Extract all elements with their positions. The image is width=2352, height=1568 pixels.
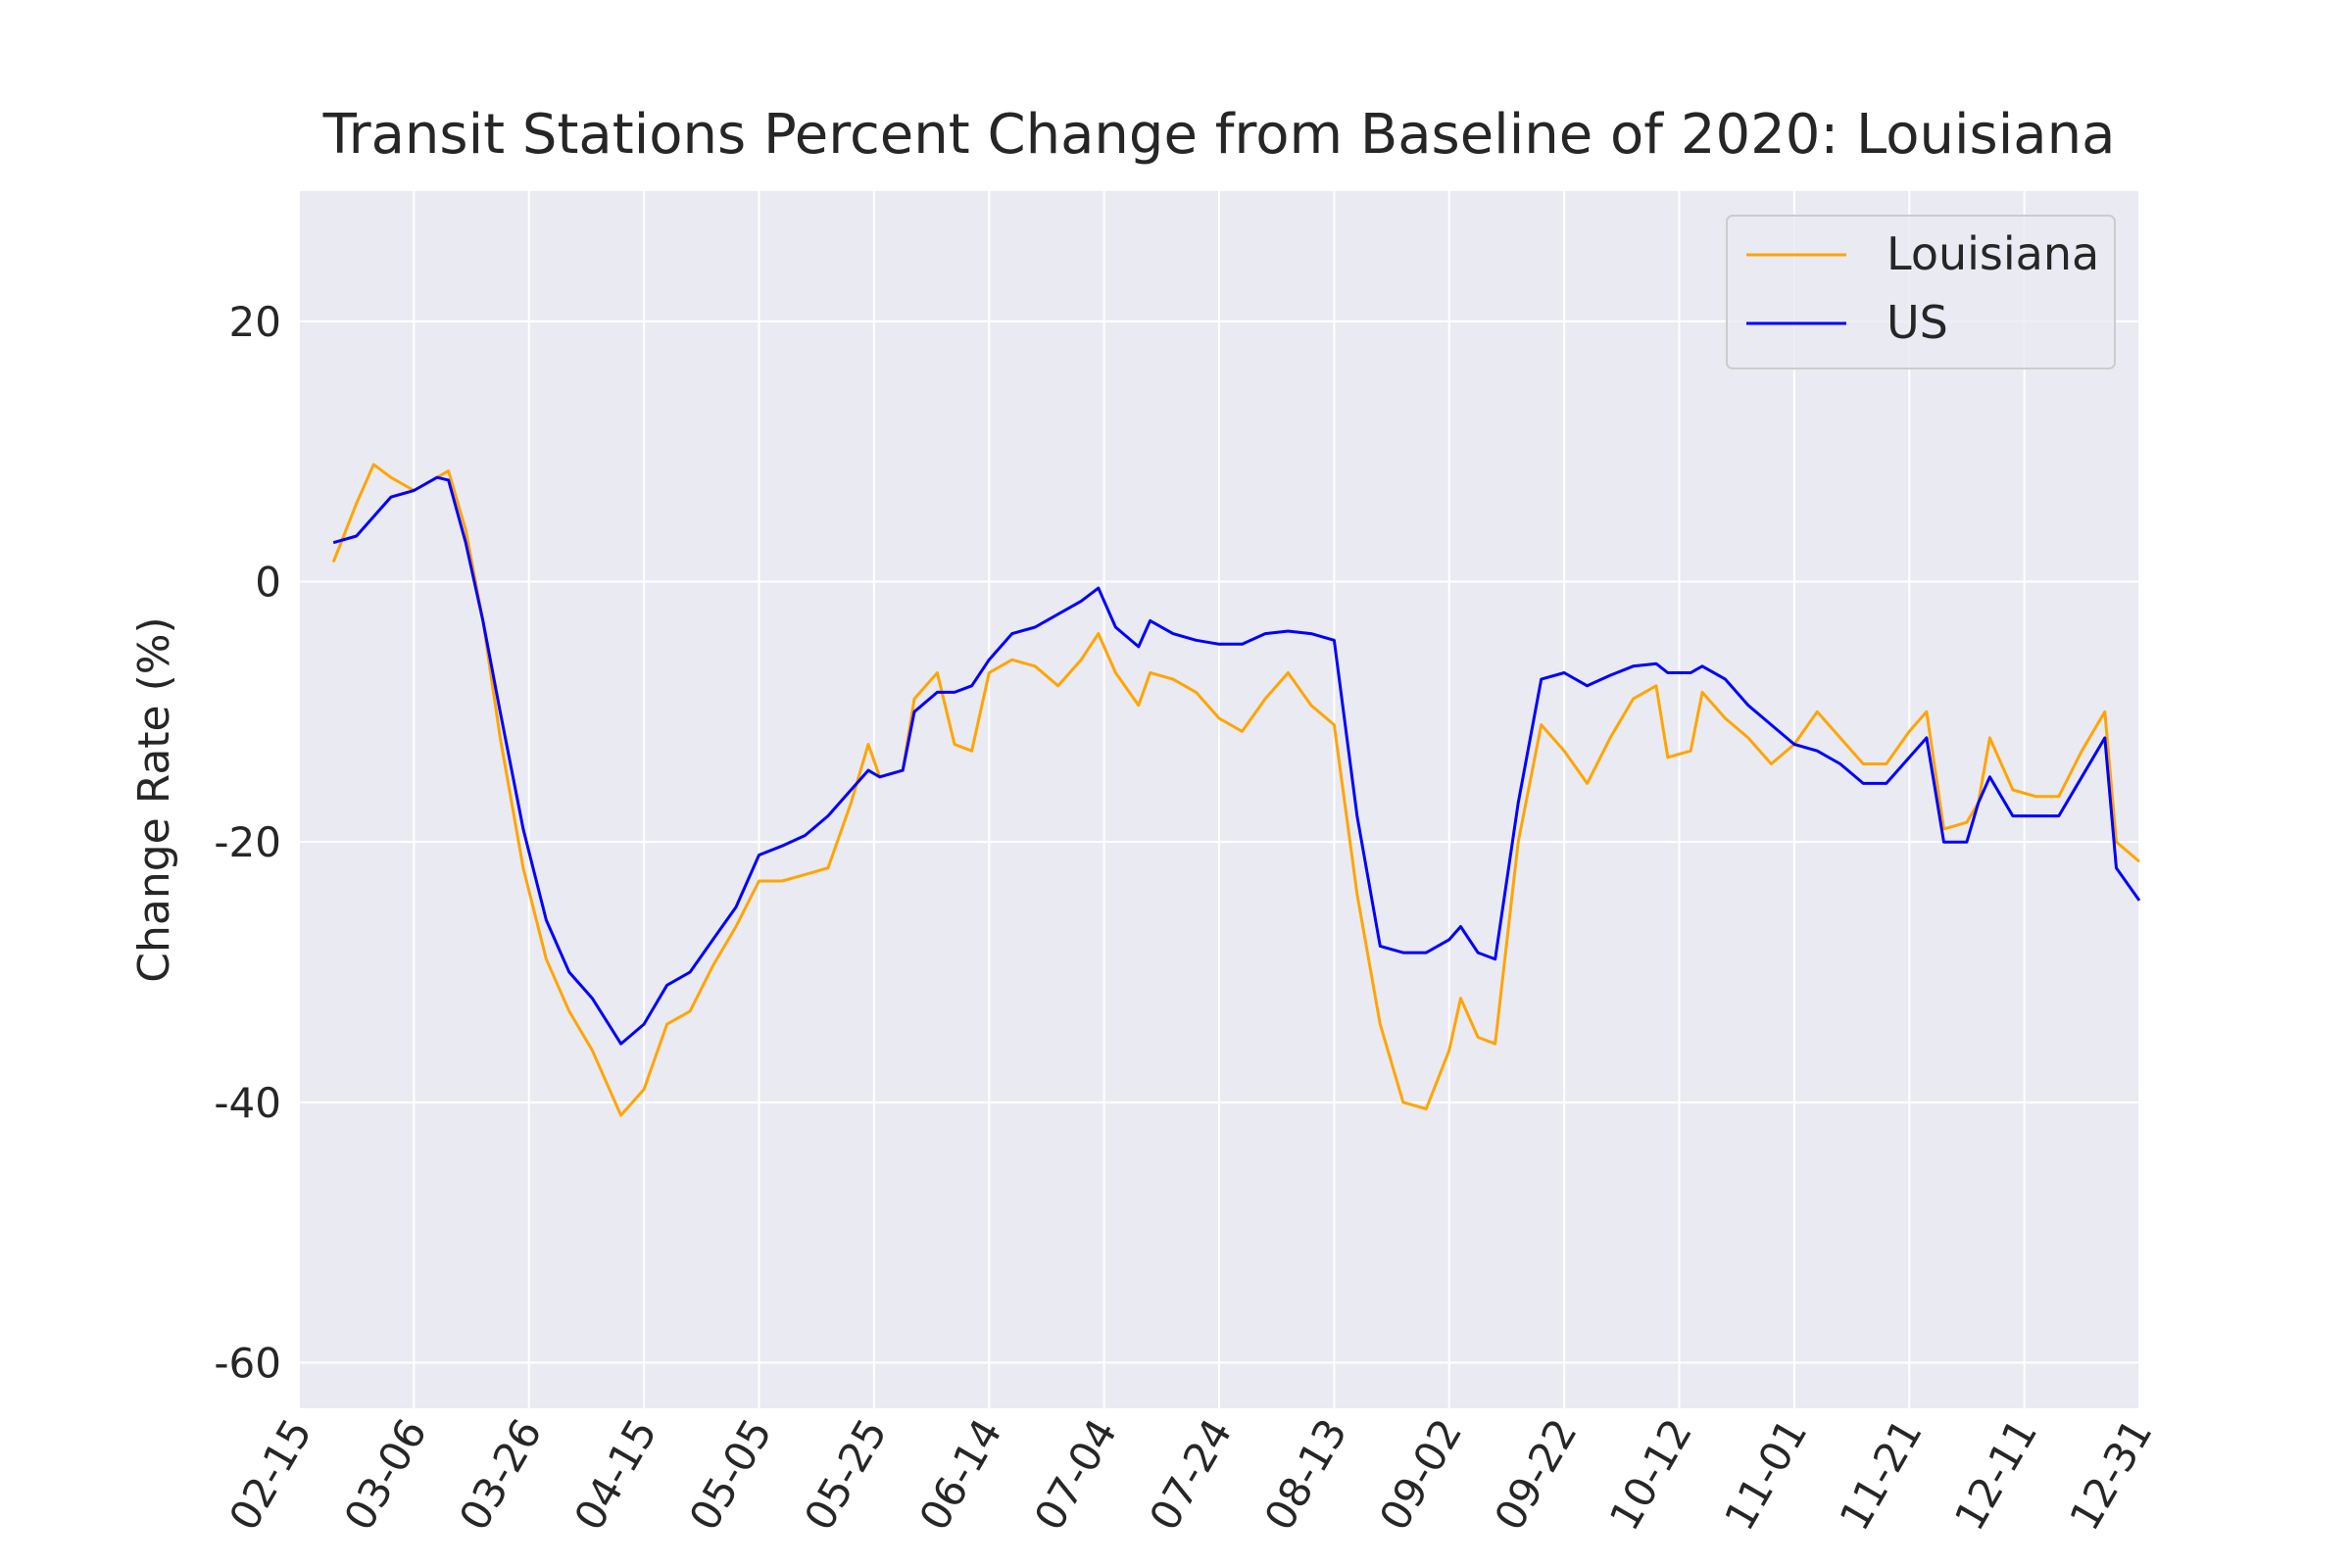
x-tick-label: 05-05 [680, 1411, 781, 1539]
x-tick-label: 10-12 [1600, 1411, 1701, 1539]
x-tick-label: 07-24 [1140, 1411, 1241, 1539]
x-tick-label: 11-01 [1715, 1411, 1816, 1539]
x-tick-label: 12-31 [2060, 1411, 2161, 1539]
chart-title: Transit Stations Percent Change from Bas… [322, 103, 2116, 167]
y-tick-label: -60 [214, 1340, 281, 1388]
x-tick-label: 12-11 [1945, 1411, 2046, 1539]
x-tick-label: 11-21 [1830, 1411, 1931, 1539]
legend-label: US [1886, 296, 1948, 349]
x-tick-label: 05-25 [795, 1411, 896, 1539]
x-tick-label: 03-06 [335, 1411, 436, 1539]
x-axis-label: Date [1167, 1560, 1270, 1568]
series-line [332, 475, 2141, 1046]
legend: Louisiana US [1726, 215, 2116, 369]
y-tick-label: -40 [214, 1079, 281, 1127]
x-tick-label: 09-02 [1370, 1411, 1471, 1539]
x-tick-label: 08-13 [1255, 1411, 1356, 1539]
y-axis-label: Change Rate (%) [129, 616, 179, 982]
x-tick-label: 03-26 [450, 1411, 551, 1539]
x-tick-label: 02-15 [220, 1411, 320, 1539]
legend-label: Louisiana [1886, 227, 2099, 280]
y-tick-label: 0 [255, 559, 281, 607]
series-line [331, 463, 2140, 1117]
y-tick-label: 20 [229, 298, 281, 346]
x-tick-label: 04-15 [564, 1411, 665, 1539]
y-tick-label: -20 [214, 818, 281, 866]
x-tick-label: 09-22 [1485, 1411, 1586, 1539]
x-tick-label: 07-04 [1025, 1411, 1126, 1539]
x-tick-label: 06-14 [909, 1411, 1010, 1539]
